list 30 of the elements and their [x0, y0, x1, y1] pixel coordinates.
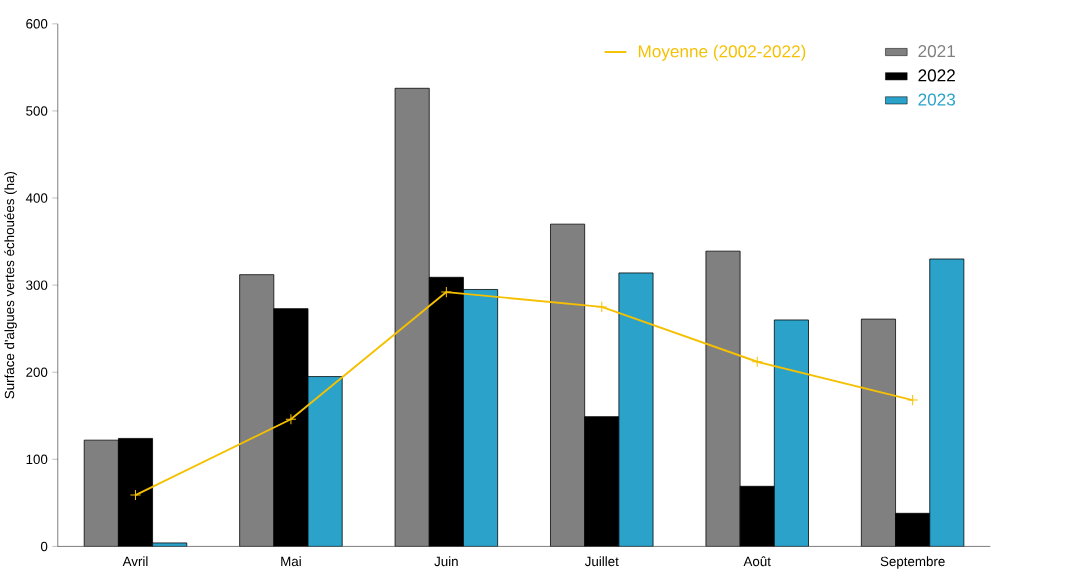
y-tick-label: 200	[26, 367, 48, 378]
legend-label: 2021	[918, 45, 955, 58]
x-tick-label: Août	[743, 556, 771, 567]
y-tick-label: 300	[26, 280, 48, 290]
y-axis-title: Surface d'algues vertes échouées (ha)	[4, 172, 17, 399]
legend-label: 2022	[918, 69, 955, 82]
bar	[705, 250, 741, 547]
legend-label: 2023	[918, 93, 956, 106]
bar	[239, 274, 275, 547]
x-tick-label: Avril	[122, 556, 148, 567]
x-tick-label: Juin	[434, 556, 458, 567]
bar	[860, 318, 896, 547]
point	[285, 413, 297, 425]
y-tick-label: 600	[26, 19, 48, 29]
x-tick-label: Juillet	[584, 556, 619, 567]
bar	[83, 439, 119, 547]
point	[907, 394, 919, 406]
x-tick-label: Septembre	[880, 556, 945, 569]
point	[751, 356, 763, 368]
point	[440, 286, 452, 298]
y-tick-label: 500	[26, 106, 48, 116]
legend-label: Moyenne (2002-2022)	[638, 44, 806, 61]
x-tick-label: Mai	[281, 556, 301, 567]
point	[596, 301, 608, 313]
y-tick-label: 0	[40, 541, 48, 552]
y-tick-label: 100	[26, 454, 48, 465]
point	[129, 489, 142, 501]
bar	[550, 223, 586, 547]
bar	[394, 88, 430, 547]
y-tick-label: 400	[25, 193, 48, 203]
